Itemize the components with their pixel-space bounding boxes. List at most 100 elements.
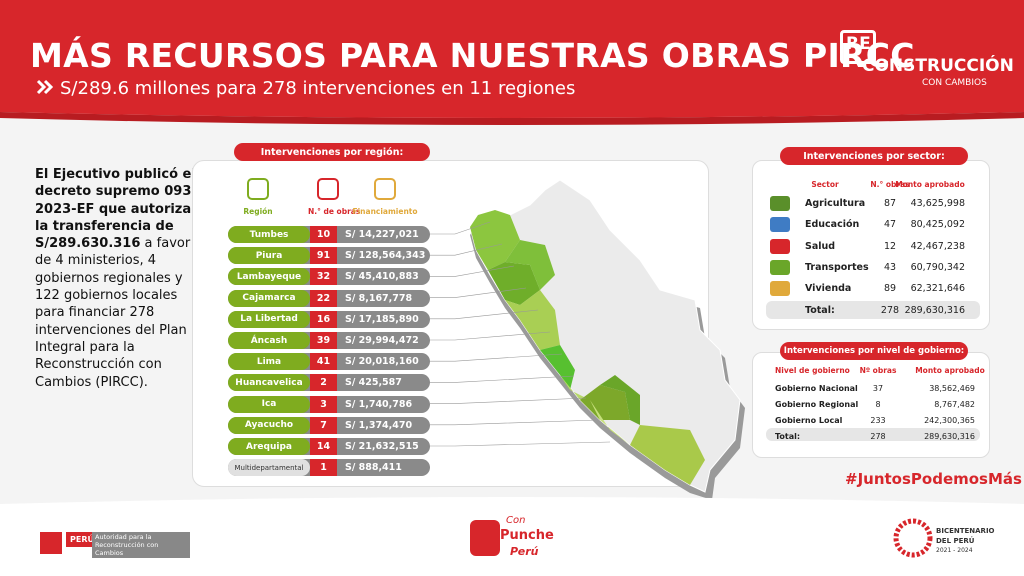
- region-count: 41: [310, 353, 337, 371]
- region-count: 1: [310, 459, 337, 477]
- title: MÁS RECURSOS PARA NUESTRAS OBRAS PIRCC: [30, 36, 915, 75]
- sector-icon: [770, 238, 790, 254]
- bicentenario-2: DEL PERÚ: [936, 537, 975, 545]
- region-count: 16: [310, 310, 337, 328]
- region-amount: S/ 45,410,883: [345, 271, 419, 283]
- total-count: 278: [870, 432, 886, 441]
- row-amount: 60,790,342: [910, 261, 965, 273]
- footer-authority: Autoridad para la Reconstrucción con Cam…: [92, 532, 190, 558]
- row-count: 89: [883, 283, 897, 295]
- row-amount: 38,562,469: [929, 384, 975, 393]
- row-amount: 80,425,092: [910, 219, 965, 231]
- row-count: 43: [883, 261, 897, 273]
- punche-1: Con: [506, 515, 526, 526]
- row-count: 233: [870, 416, 886, 425]
- column-header: Nº obras: [859, 366, 897, 375]
- region-amount: S/ 8,167,778: [345, 292, 413, 304]
- row-label: Gobierno Nacional: [775, 384, 858, 393]
- total-label: Total:: [775, 432, 801, 441]
- row-count: 87: [883, 198, 897, 209]
- punche-2: Punche: [500, 528, 554, 543]
- row-label: Educación: [805, 219, 860, 231]
- punche-3: Perú: [510, 545, 539, 558]
- column-header: Monto aprobado: [915, 366, 985, 375]
- region-name: Ica: [228, 395, 310, 413]
- region-name: Piura: [228, 247, 310, 265]
- region-amount: S/ 21,632,515: [345, 441, 419, 452]
- region-amount: S/ 1,740,786: [345, 398, 413, 410]
- region-count: 22: [310, 289, 337, 307]
- row-amount: 42,467,238: [910, 240, 965, 252]
- row-amount: 8,767,482: [934, 400, 975, 409]
- total-bg: [766, 300, 980, 319]
- government-title: Intervenciones por nivel de gobierno:: [780, 342, 968, 360]
- region-name: La Libertad: [228, 310, 310, 328]
- sector-icon: [770, 281, 790, 297]
- region-count: 7: [310, 416, 337, 434]
- intro: El Ejecutivo publicó el decreto supremo …: [35, 166, 197, 391]
- region-title: Intervenciones por región:: [234, 143, 430, 161]
- total-bg: [766, 428, 980, 441]
- row-amount: 62,321,646: [910, 283, 965, 295]
- region-amount: S/ 20,018,160: [345, 356, 419, 368]
- column-icon: [247, 178, 269, 200]
- region-amount: S/ 29,994,472: [345, 335, 419, 346]
- region-amount: S/ 128,564,343: [345, 250, 426, 262]
- region-amount: S/ 425,587: [345, 377, 402, 389]
- region-count: 2: [310, 374, 337, 392]
- intro-bold: El Ejecutivo publicó el decreto supremo …: [35, 167, 197, 252]
- row-label: Agricultura: [805, 198, 866, 209]
- region-count: 39: [310, 332, 337, 349]
- sector-icon: [770, 217, 790, 233]
- region-amount: S/ 14,227,021: [345, 229, 419, 240]
- region-count: 14: [310, 438, 337, 455]
- region-name: Lima: [228, 353, 310, 371]
- column-header: Nivel de gobierno: [775, 366, 850, 375]
- row-label: Vivienda: [805, 283, 852, 295]
- region-amount: S/ 888,411: [345, 462, 402, 474]
- region-name: Áncash: [228, 332, 310, 349]
- region-count: 91: [310, 247, 337, 265]
- sector-title: Intervenciones por sector:: [780, 147, 968, 165]
- logo-re: RE: [846, 34, 871, 54]
- total-amount: 289,630,316: [904, 304, 965, 316]
- region-name: Lambayeque: [228, 268, 310, 286]
- logo-construccion: CONSTRUCCIÓN: [862, 56, 1014, 76]
- subtitle: S/289.6 millones para 278 intervenciones…: [60, 78, 576, 99]
- region-count: 10: [310, 226, 337, 243]
- bicentenario-1: BICENTENARIO: [936, 527, 995, 535]
- row-label: Transportes: [805, 261, 869, 273]
- region-name: Arequipa: [228, 438, 310, 455]
- column-header: Sector: [811, 180, 839, 189]
- region-name: Multidepartamental: [228, 459, 310, 477]
- hashtag: #JuntosPodemosMás: [845, 470, 1022, 488]
- column-label: Financiamiento: [352, 207, 418, 216]
- total-label: Total:: [805, 304, 835, 316]
- logo-frame: [840, 30, 876, 64]
- row-count: 37: [872, 384, 884, 393]
- column-header: N.° obras: [870, 180, 910, 189]
- footer-band: [0, 497, 1024, 576]
- row-count: 12: [883, 240, 897, 252]
- logo-tagline: CON CAMBIOS: [922, 78, 987, 88]
- total-count: 278: [880, 304, 900, 316]
- map: [469, 179, 745, 500]
- region-name: Huancavelica: [228, 374, 310, 392]
- row-count: 8: [875, 400, 881, 409]
- region-name: Ayacucho: [228, 416, 310, 434]
- total-amount: 289,630,316: [924, 432, 975, 441]
- intro-text: a favor de 4 ministerios, 4 gobiernos re…: [35, 236, 191, 390]
- row-count: 47: [883, 219, 897, 231]
- row-amount: 242,300,365: [924, 416, 975, 425]
- row-label: Salud: [805, 240, 836, 252]
- column-label: Región: [243, 207, 273, 216]
- sector-icon: [770, 259, 790, 275]
- region-count: 32: [310, 268, 337, 286]
- row-label: Gobierno Regional: [775, 400, 859, 409]
- region-name: Tumbes: [228, 226, 310, 243]
- bicentenario-3: 2021 - 2024: [936, 547, 973, 554]
- column-icon: [317, 178, 339, 200]
- region-amount: S/ 1,374,470: [345, 419, 413, 431]
- column-label: N.° de obras: [308, 207, 361, 216]
- row-amount: 43,625,998: [910, 198, 965, 209]
